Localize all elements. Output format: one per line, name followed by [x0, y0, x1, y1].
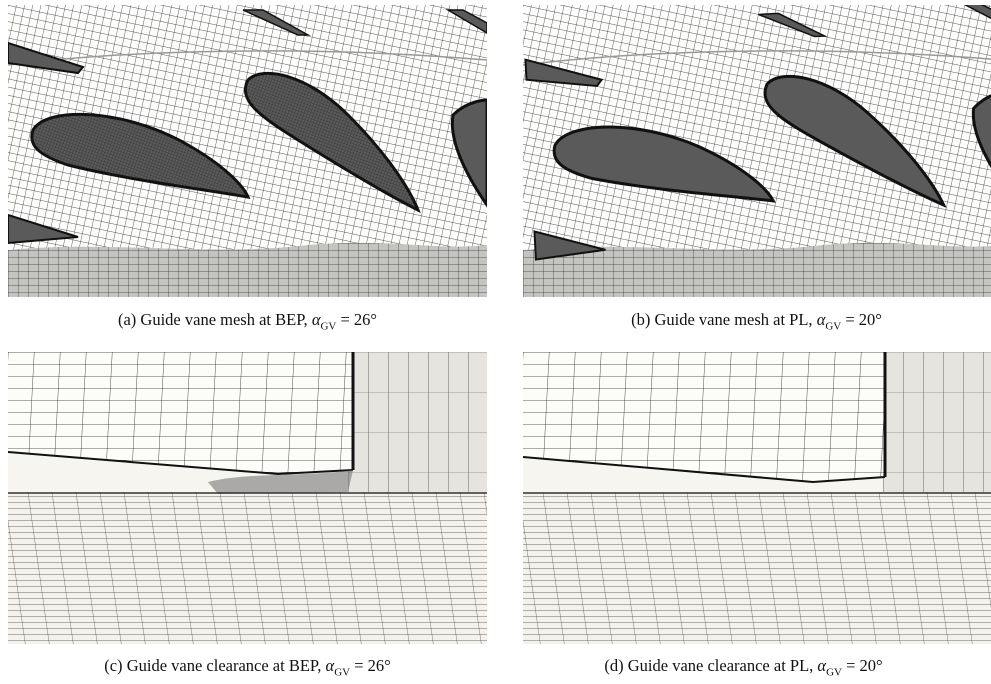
mesh-image — [523, 5, 991, 297]
caption: (d) Guide vane clearance at PL, αGV = 20… — [496, 656, 991, 678]
caption-label: (d) — [604, 656, 623, 675]
equation: = 26° — [341, 310, 378, 329]
caption-label: (b) — [631, 310, 650, 329]
caption: (b) Guide vane mesh at PL, αGV = 20° — [509, 310, 991, 332]
mesh-image — [523, 352, 991, 644]
figure: (a) Guide vane mesh at BEP, αGV = 26° (b… — [0, 0, 991, 684]
subscript: GV — [320, 320, 336, 332]
symbol: α — [817, 656, 826, 675]
caption-label: (c) — [104, 656, 122, 675]
subscript: GV — [826, 666, 842, 678]
mesh-image — [8, 5, 487, 297]
caption-text: Guide vane clearance at PL, — [628, 656, 814, 675]
symbol: α — [326, 656, 335, 675]
caption-text: Guide vane clearance at BEP, — [127, 656, 322, 675]
caption-text: Guide vane mesh at BEP, — [140, 310, 307, 329]
subscript: GV — [334, 666, 350, 678]
page: Guide vane mesh figure {"figure": {"pane… — [0, 0, 991, 684]
caption-label: (a) — [118, 310, 136, 329]
subscript: GV — [825, 320, 841, 332]
caption-text: Guide vane mesh at PL, — [654, 310, 812, 329]
equation: = 26° — [354, 656, 391, 675]
caption: (c) Guide vane clearance at BEP, αGV = 2… — [0, 656, 495, 678]
equation: = 20° — [845, 310, 882, 329]
caption: (a) Guide vane mesh at BEP, αGV = 26° — [0, 310, 495, 332]
equation: = 20° — [846, 656, 883, 675]
mesh-image — [8, 352, 487, 644]
